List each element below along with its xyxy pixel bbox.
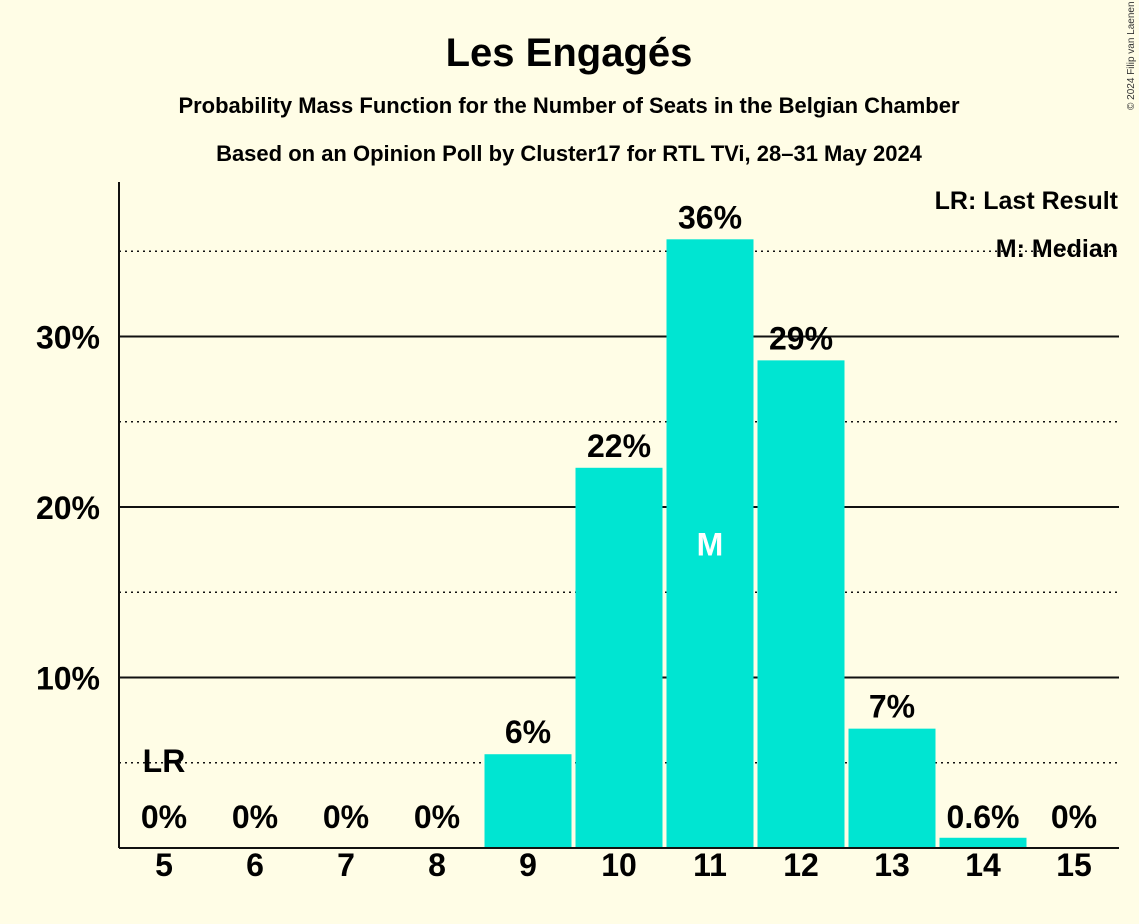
legend-median: M: Median: [996, 235, 1118, 263]
data-label: 6%: [505, 714, 551, 750]
x-tick-label: 15: [1056, 847, 1092, 883]
x-tick-label: 6: [246, 847, 264, 883]
x-tick-label: 12: [783, 847, 819, 883]
bar: [848, 728, 936, 848]
bar: [757, 360, 845, 848]
last-result-marker: LR: [143, 743, 186, 779]
data-label: 0%: [141, 799, 187, 835]
x-tick-label: 14: [965, 847, 1001, 883]
x-tick-label: 11: [693, 847, 727, 883]
x-tick-label: 9: [519, 847, 537, 883]
data-label: 29%: [769, 320, 833, 356]
data-label: 0%: [232, 799, 278, 835]
median-marker: M: [697, 527, 724, 563]
data-label: 0%: [323, 799, 369, 835]
x-tick-label: 5: [155, 847, 173, 883]
x-tick-label: 7: [337, 847, 355, 883]
data-labels: 0% LR 0% 0% 0% 6% 22% 36% M 29% 7% 0.6% 0%: [141, 199, 1097, 835]
chart-subtitle-2: Based on an Opinion Poll by Cluster17 fo…: [216, 141, 923, 166]
y-tick-label: 10%: [36, 661, 100, 697]
y-axis-ticks: 10% 20% 30%: [36, 320, 100, 697]
x-axis-ticks: 5 6 7 8 9 10 11 12 13 14 15: [155, 847, 1092, 883]
data-label: 0.6%: [947, 799, 1020, 835]
bars: [484, 239, 1027, 848]
legend-last-result: LR: Last Result: [935, 187, 1119, 215]
bar: [666, 239, 754, 848]
data-label: 0%: [1051, 799, 1097, 835]
chart-title: Les Engagés: [446, 31, 693, 75]
data-label: 36%: [678, 199, 742, 235]
x-tick-label: 10: [601, 847, 637, 883]
chart-subtitle-1: Probability Mass Function for the Number…: [178, 93, 960, 118]
copyright-text: © 2024 Filip van Laenen: [1126, 1, 1137, 110]
bar: [484, 754, 572, 848]
x-tick-label: 13: [874, 847, 910, 883]
y-tick-label: 20%: [36, 490, 100, 526]
data-label: 22%: [587, 428, 651, 464]
x-tick-label: 8: [428, 847, 446, 883]
data-label: 7%: [869, 689, 915, 725]
bar: [939, 837, 1027, 848]
data-label: 0%: [414, 799, 460, 835]
bar: [575, 467, 663, 848]
y-tick-label: 30%: [36, 320, 100, 356]
